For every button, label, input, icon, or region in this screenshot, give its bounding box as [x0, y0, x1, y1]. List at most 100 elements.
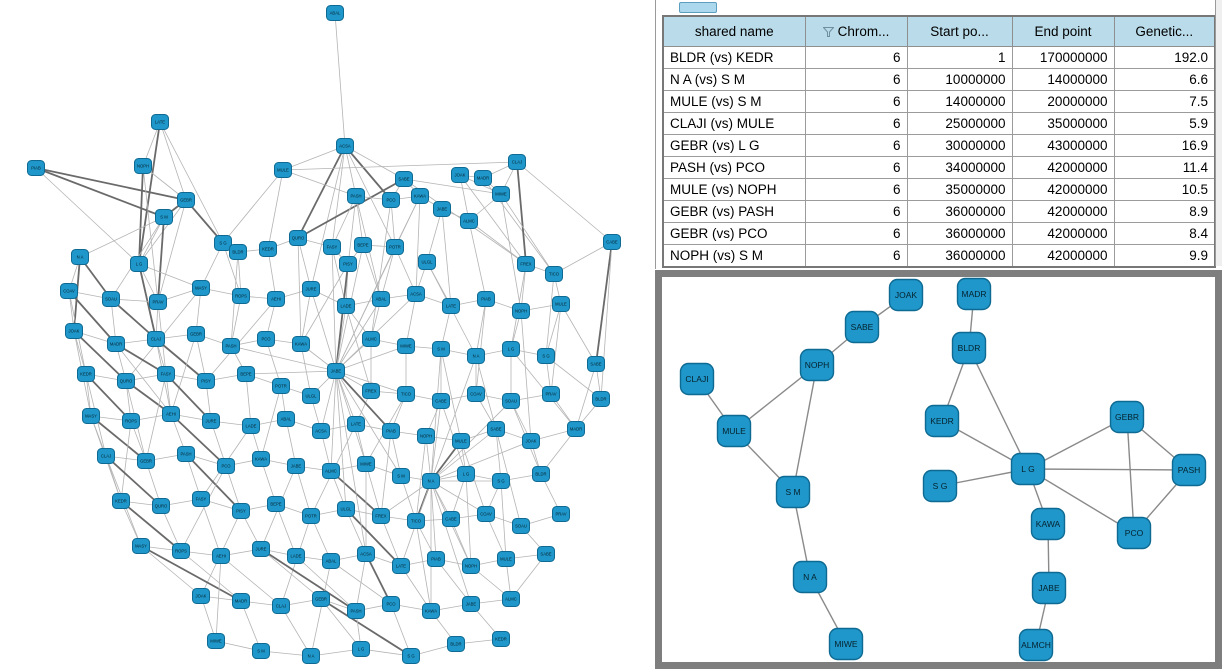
network-node[interactable]: QURO	[289, 230, 307, 246]
network-node[interactable]: FREX	[372, 508, 390, 524]
table-row[interactable]: CLAJI (vs) MULE 6 25000000 35000000 5.9	[662, 112, 1216, 135]
network-node[interactable]: FASY	[323, 239, 341, 255]
network-node[interactable]: S G	[402, 648, 420, 664]
network-node[interactable]: L G	[130, 256, 148, 272]
network-node[interactable]: LADE	[287, 548, 305, 564]
network-node[interactable]: AEHI	[162, 406, 180, 422]
network-node[interactable]: SOAU	[502, 393, 520, 409]
table-cell[interactable]: 42000000	[1011, 200, 1115, 223]
network-node[interactable]: KAWA	[1030, 507, 1066, 541]
network-node[interactable]: KEDR	[924, 404, 960, 438]
table-cell[interactable]: 10.5	[1113, 178, 1216, 201]
table-cell[interactable]: 6	[804, 178, 908, 201]
table-cell[interactable]: GEBR (vs) PASH	[662, 200, 806, 223]
network-node[interactable]: N A	[302, 648, 320, 664]
network-node[interactable]: PRAV	[149, 294, 167, 310]
network-node[interactable]: SABE	[587, 356, 605, 372]
network-node[interactable]: BEPE	[237, 366, 255, 382]
network-node[interactable]: TICO	[397, 386, 415, 402]
network-node[interactable]: COAV	[60, 283, 78, 299]
table-row[interactable]: GEBR (vs) L G 6 30000000 43000000 16.9	[662, 134, 1216, 157]
network-node[interactable]: KAWA	[292, 336, 310, 352]
network-node[interactable]: MADR	[107, 336, 125, 352]
table-cell[interactable]: NOPH (vs) S M	[662, 244, 806, 268]
network-node[interactable]: SABE	[487, 421, 505, 437]
table-row[interactable]: NOPH (vs) S M 6 36000000 42000000 9.9	[662, 244, 1216, 268]
network-node[interactable]: NOPH	[512, 303, 530, 319]
network-node[interactable]: L G	[352, 641, 370, 657]
table-cell[interactable]: 6	[804, 156, 908, 179]
table-cell[interactable]: 25000000	[906, 112, 1013, 135]
network-node[interactable]: S G	[922, 469, 958, 503]
network-node[interactable]: JABE	[287, 458, 305, 474]
network-node[interactable]: PISY	[197, 373, 215, 389]
table-hscroll-thumb[interactable]	[679, 2, 717, 13]
column-header-4[interactable]: Genetic...	[1113, 15, 1216, 47]
table-cell[interactable]: 42000000	[1011, 222, 1115, 245]
table-cell[interactable]: 6	[804, 200, 908, 223]
main-network-canvas[interactable]: ABAL ACSA LATE PIAB NOPH MULE SABE JOAK MADR CLAJ…	[0, 0, 655, 669]
table-cell[interactable]: 42000000	[1011, 178, 1115, 201]
network-node[interactable]: BLDR	[447, 636, 465, 652]
network-node[interactable]: KEDR	[112, 493, 130, 509]
network-node[interactable]: TICO	[545, 266, 563, 282]
table-row[interactable]: PASH (vs) PCO 6 34000000 42000000 11.4	[662, 156, 1216, 179]
network-node[interactable]: MIWE	[828, 627, 864, 661]
table-cell[interactable]: 5.9	[1113, 112, 1216, 135]
network-node[interactable]: MIWE	[397, 338, 415, 354]
network-node[interactable]: KEDR	[492, 631, 510, 647]
network-node[interactable]: LATE	[442, 298, 460, 314]
table-row[interactable]: MULE (vs) S M 6 14000000 20000000 7.5	[662, 90, 1216, 113]
network-node[interactable]: CLAJ	[147, 331, 165, 347]
network-node[interactable]: CLAJI	[679, 362, 715, 396]
network-node[interactable]: PISY	[232, 503, 250, 519]
network-node[interactable]: MADR	[232, 593, 250, 609]
table-cell[interactable]: 35000000	[906, 178, 1013, 201]
network-node[interactable]: PASH	[347, 603, 365, 619]
table-cell[interactable]: N A (vs) S M	[662, 68, 806, 91]
network-node[interactable]: ABAL	[277, 411, 295, 427]
network-node[interactable]: BEPE	[267, 496, 285, 512]
network-node[interactable]: AEHI	[212, 548, 230, 564]
table-cell[interactable]: 14000000	[906, 90, 1013, 113]
table-cell[interactable]: GEBR (vs) PCO	[662, 222, 806, 245]
network-node[interactable]: BEPE	[354, 237, 372, 253]
table-cell[interactable]: 9.9	[1113, 244, 1216, 268]
network-node[interactable]: BLDR	[592, 391, 610, 407]
table-cell[interactable]: 6	[804, 90, 908, 113]
network-node[interactable]: CLAJ	[97, 448, 115, 464]
network-node[interactable]: CABE	[432, 393, 450, 409]
network-node[interactable]: ABAL	[372, 291, 390, 307]
network-node[interactable]: ACSA	[312, 423, 330, 439]
network-node[interactable]: S M	[432, 341, 450, 357]
network-node[interactable]: S G	[214, 235, 232, 251]
network-node[interactable]: JOAK	[522, 433, 540, 449]
table-cell[interactable]: 7.5	[1113, 90, 1216, 113]
table-cell[interactable]: 6.6	[1113, 68, 1216, 91]
table-cell[interactable]: 6	[804, 134, 908, 157]
network-node[interactable]: KAWA	[422, 603, 440, 619]
network-node[interactable]: S M	[392, 468, 410, 484]
network-node[interactable]: S M	[252, 643, 270, 659]
network-node[interactable]: ALMC	[322, 463, 340, 479]
column-header-0[interactable]: shared name	[662, 15, 806, 47]
table-cell[interactable]: 6	[804, 68, 908, 91]
network-node[interactable]: MULE	[552, 296, 570, 312]
network-node[interactable]: JABE	[327, 363, 345, 379]
network-node[interactable]: JURE	[202, 413, 220, 429]
network-node[interactable]: COAV	[467, 386, 485, 402]
network-node[interactable]: PASH	[1171, 453, 1207, 487]
network-node[interactable]: MULE	[497, 551, 515, 567]
table-cell[interactable]: MULE (vs) S M	[662, 90, 806, 113]
network-node[interactable]: POTR	[386, 239, 404, 255]
network-node[interactable]: JURE	[302, 281, 320, 297]
network-node[interactable]: TICO	[407, 513, 425, 529]
network-node[interactable]: CLAJ	[272, 598, 290, 614]
network-node[interactable]: N A	[792, 560, 828, 594]
network-node[interactable]: KEDR	[259, 241, 277, 257]
network-node[interactable]: PASH	[222, 338, 240, 354]
network-node[interactable]: JABE	[433, 201, 451, 217]
network-node[interactable]: ULGL	[302, 388, 320, 404]
network-node[interactable]: N A	[71, 249, 89, 265]
